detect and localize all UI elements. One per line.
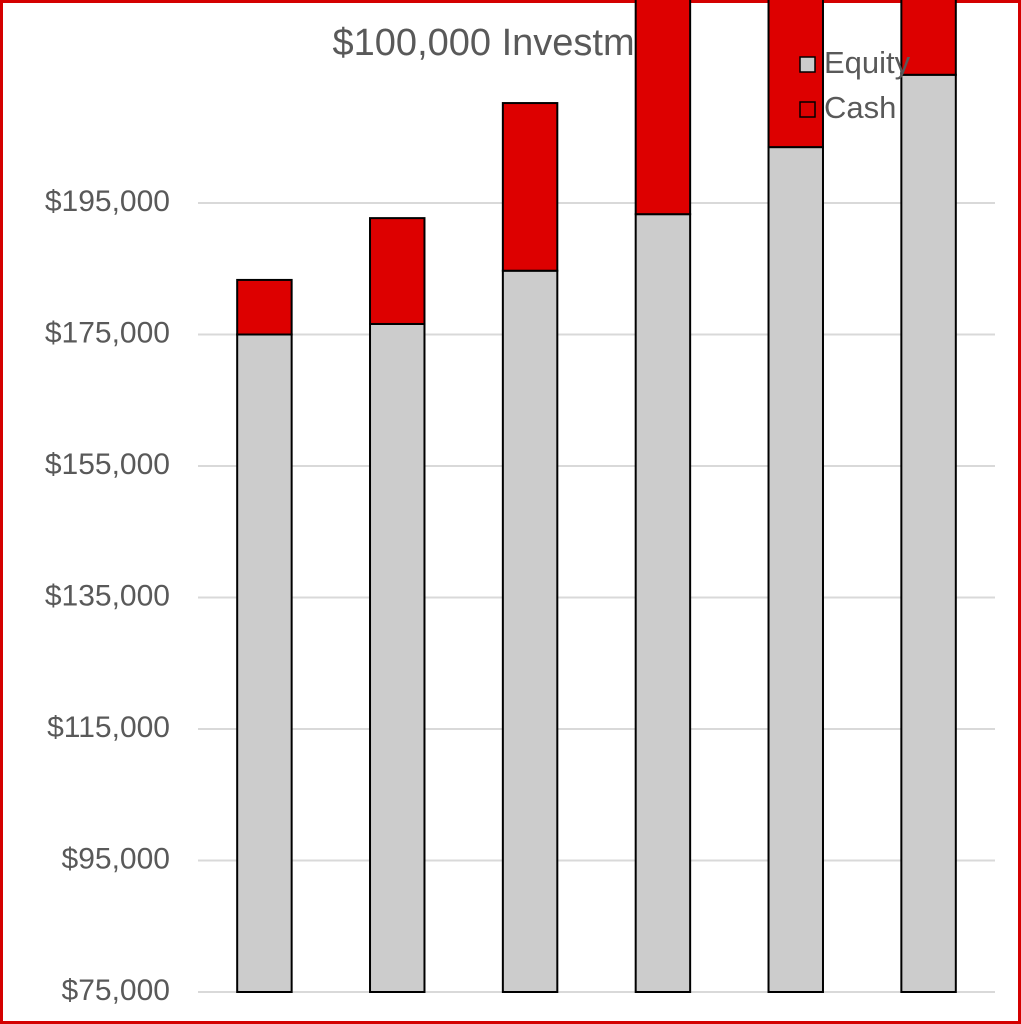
bar-segment [236,278,293,336]
y-tick-label: $195,000 [45,185,170,218]
bar-segment [369,217,426,325]
y-tick-label: $135,000 [45,579,170,612]
bar-segment [634,0,692,216]
bar-segment [369,322,426,994]
bar-segment [900,73,957,994]
bar-segment [236,333,293,993]
legend-label: Cash [824,90,896,125]
bar-segment [767,146,824,994]
legend-swatch [799,101,816,118]
legend-label: Equity [824,45,911,80]
bar-segment [767,0,824,149]
y-tick-label: $155,000 [45,448,170,481]
y-tick-label: $95,000 [62,842,170,875]
bar-segment [634,213,692,994]
bar-segment [501,102,559,272]
bar-segment [900,0,957,76]
legend-swatch [799,56,816,73]
y-tick-label: $175,000 [45,316,170,349]
chart-title: $100,000 Investment [333,22,688,64]
bar-segment [501,269,559,994]
y-tick-label: $115,000 [47,711,170,744]
y-tick-label: $75,000 [62,974,170,1007]
